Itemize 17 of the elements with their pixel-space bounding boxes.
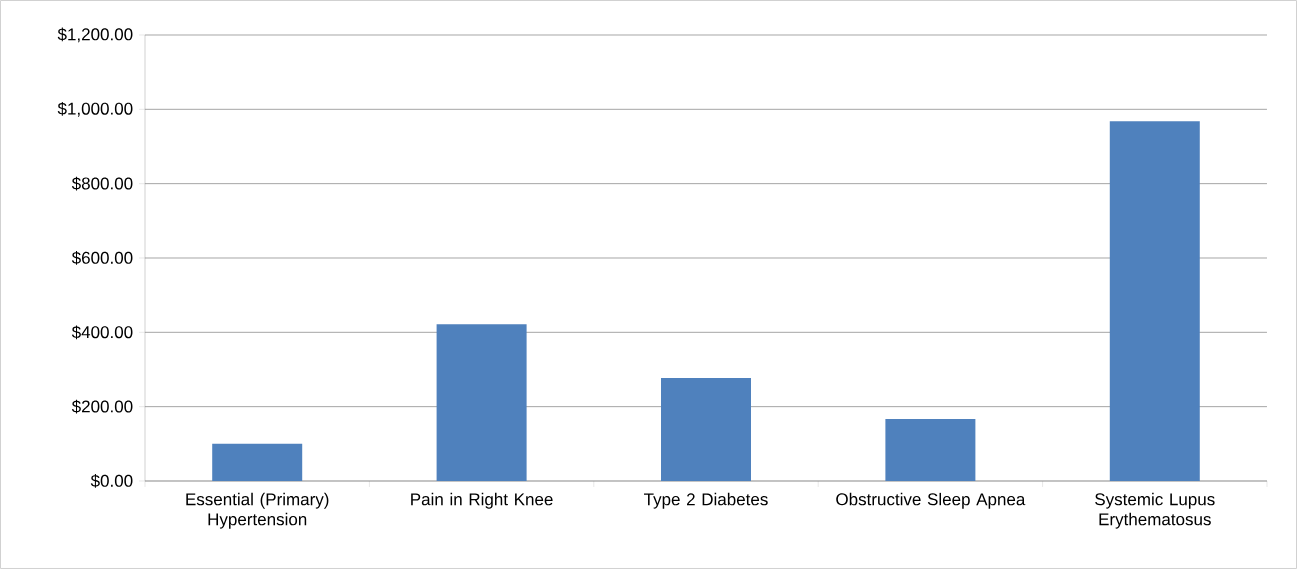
y-tick-label: $0.00 — [90, 474, 133, 488]
y-tick-label: $200.00 — [71, 399, 133, 414]
bar — [1109, 121, 1200, 481]
bar — [661, 378, 751, 481]
x-tick-label: Type 2 Diabetes — [644, 492, 768, 509]
y-tick-label: $600.00 — [71, 251, 133, 265]
y-tick-label: $1,000.00 — [57, 101, 133, 117]
bar — [885, 418, 976, 481]
bar — [212, 443, 303, 481]
y-tick-label: $800.00 — [71, 176, 133, 191]
x-tick-label: Systemic Lupus Erythematosus — [1095, 492, 1215, 529]
x-tick-label: Pain in Right Knee — [411, 492, 553, 509]
bar — [436, 324, 527, 481]
x-tick-label: Essential (Primary) Hypertension — [186, 492, 329, 529]
y-tick-label: $400.00 — [71, 325, 133, 340]
x-tick-label: Obstructive Sleep Apnea — [836, 492, 1026, 509]
y-tick-label: $1,200.00 — [57, 27, 133, 43]
